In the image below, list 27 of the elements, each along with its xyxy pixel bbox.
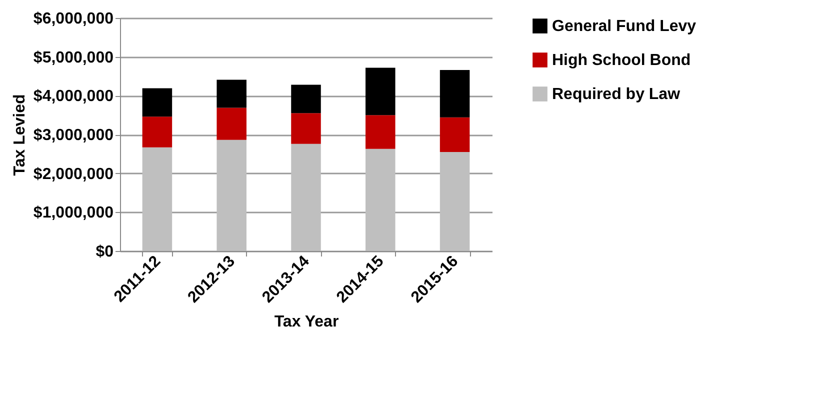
legend-label: General Fund Levy: [552, 18, 696, 35]
y-axis-title: Tax Levied: [11, 94, 28, 176]
y-tick-label: $3,000,000: [33, 127, 114, 144]
bar: [291, 113, 321, 144]
bar: [440, 152, 470, 251]
y-tick-label: $4,000,000: [33, 88, 114, 106]
bar: [216, 108, 246, 140]
y-tick-label: $1,000,000: [33, 204, 114, 222]
bar: [366, 148, 396, 251]
legend-label: High School Bond: [552, 52, 691, 69]
bar: [216, 140, 246, 251]
bar: [366, 115, 396, 149]
y-tick-label: $2,000,000: [33, 166, 114, 183]
bar: [142, 147, 172, 251]
y-tick-label: $6,000,000: [33, 10, 114, 28]
bar: [366, 68, 396, 116]
bar: [142, 88, 172, 117]
bar: [440, 70, 470, 118]
bar: [216, 80, 246, 108]
bar: [291, 84, 321, 114]
y-tick-label: $5,000,000: [33, 49, 114, 66]
x-axis-title: Tax Year: [274, 314, 339, 331]
legend-label: Required by Law: [552, 86, 681, 103]
bar: [440, 117, 470, 152]
bar: [142, 116, 172, 148]
y-tick-label: $0: [96, 244, 114, 260]
bar: [291, 144, 321, 251]
